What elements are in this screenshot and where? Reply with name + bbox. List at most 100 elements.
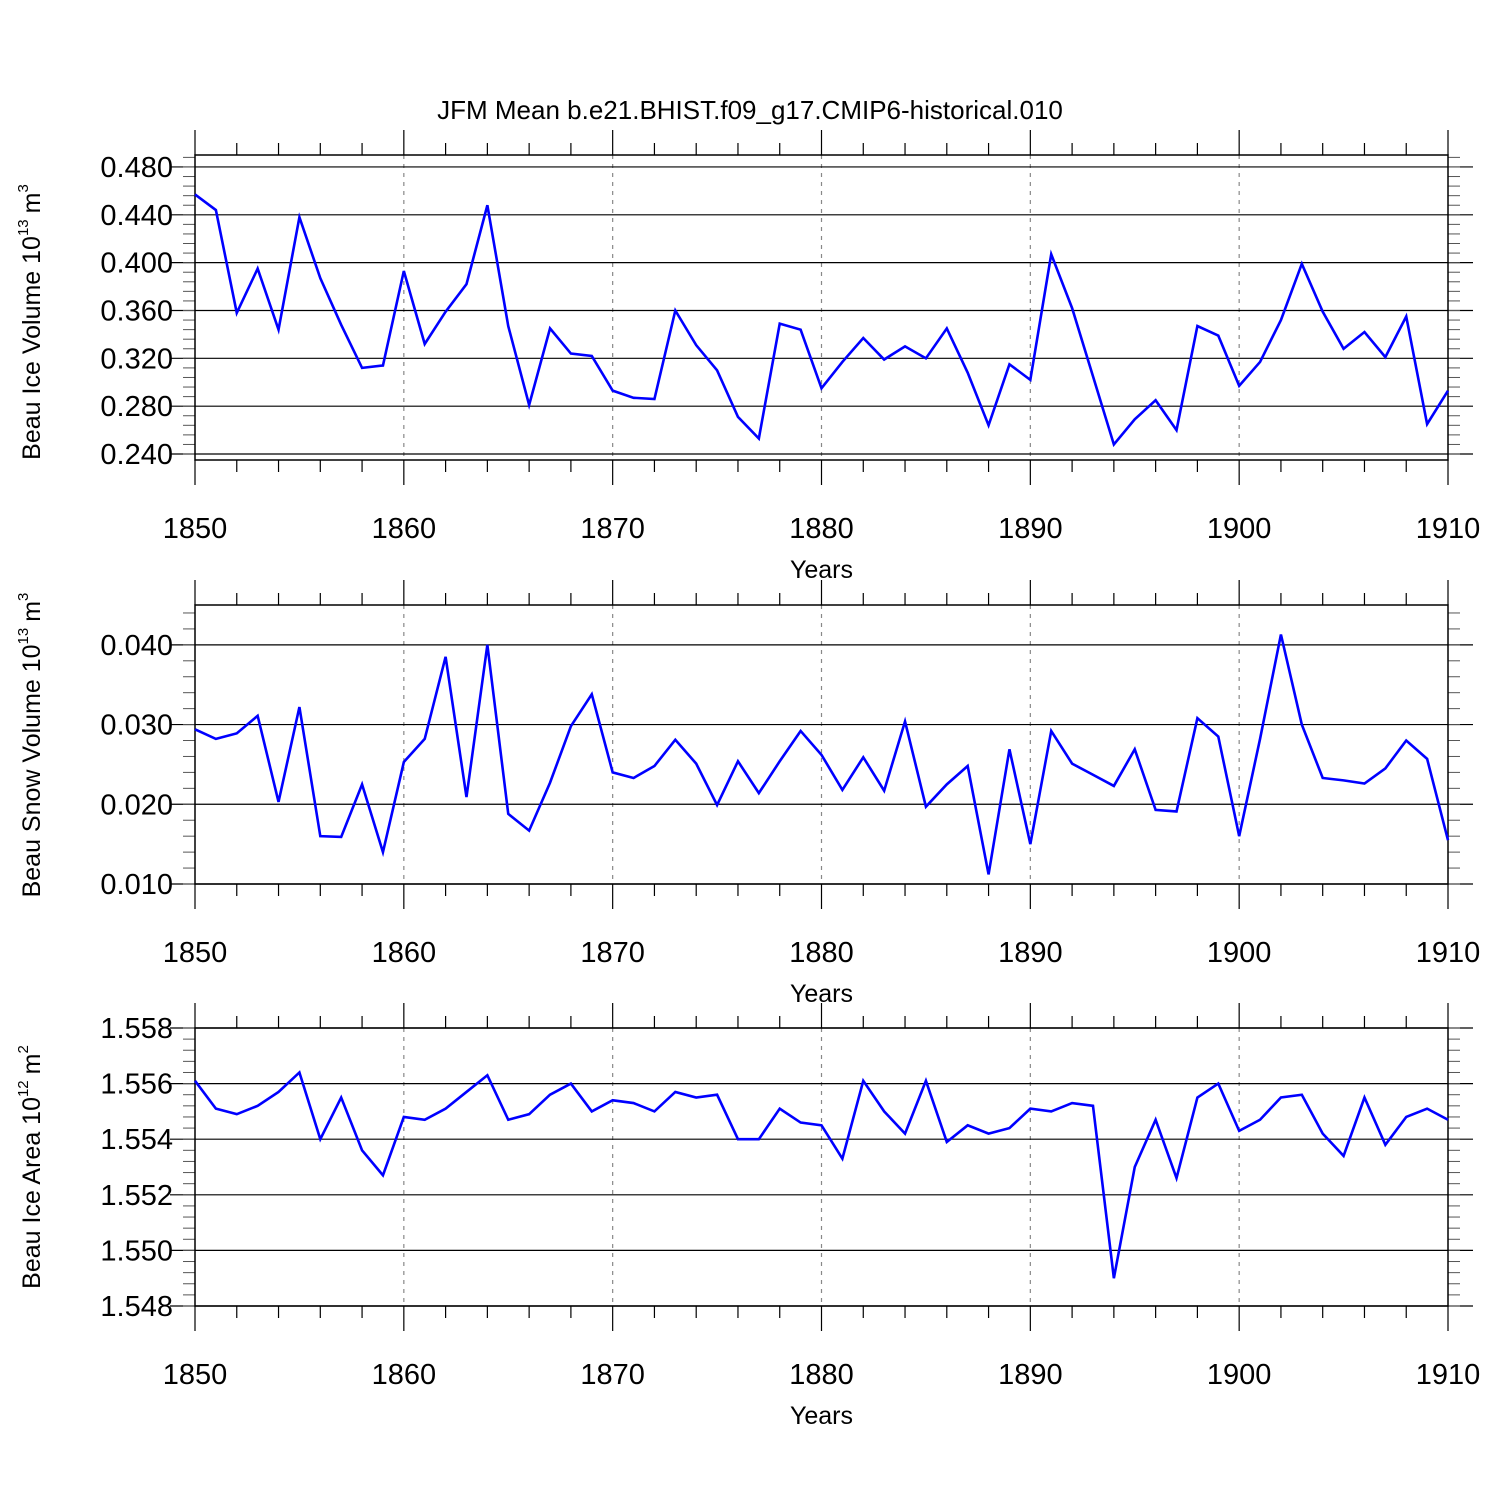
data-point bbox=[1362, 1096, 1366, 1100]
data-point bbox=[903, 719, 907, 723]
data-point bbox=[318, 834, 322, 838]
data-point bbox=[799, 1121, 803, 1125]
data-point bbox=[1028, 378, 1032, 382]
data-point bbox=[1446, 1118, 1450, 1122]
x-tick-label: 1890 bbox=[998, 513, 1063, 545]
data-point bbox=[1216, 1082, 1220, 1086]
data-point bbox=[1362, 782, 1366, 786]
plot-frame bbox=[194, 1027, 1449, 1307]
data-point bbox=[861, 755, 865, 759]
data-point bbox=[1216, 334, 1220, 338]
data-point bbox=[1279, 318, 1283, 322]
data-point bbox=[632, 1101, 636, 1105]
x-tick-label: 1870 bbox=[580, 937, 645, 969]
data-point bbox=[966, 1123, 970, 1127]
x-tick-label: 1880 bbox=[789, 1359, 854, 1391]
data-point bbox=[235, 731, 239, 735]
data-point bbox=[715, 368, 719, 372]
x-tick-label: 1910 bbox=[1416, 937, 1481, 969]
data-point bbox=[1404, 314, 1408, 318]
data-point bbox=[1195, 1096, 1199, 1100]
x-tick-label: 1870 bbox=[580, 1359, 645, 1391]
data-point bbox=[277, 800, 281, 804]
data-point bbox=[1404, 739, 1408, 743]
y-tick-label: 0.280 bbox=[100, 391, 173, 423]
data-point bbox=[799, 328, 803, 332]
data-point bbox=[1007, 747, 1011, 751]
y-axis-label: Beau Ice Area 1012 m2 bbox=[15, 1045, 46, 1289]
data-point bbox=[402, 269, 406, 273]
data-point bbox=[1070, 762, 1074, 766]
data-point bbox=[1195, 324, 1199, 328]
y-axis-label-unit-exponent: 3 bbox=[15, 184, 32, 192]
data-point bbox=[1446, 838, 1450, 842]
data-point bbox=[402, 760, 406, 764]
y-tick-label: 1.554 bbox=[100, 1124, 173, 1156]
x-tick-label: 1880 bbox=[789, 937, 854, 969]
y-tick-label: 0.320 bbox=[100, 343, 173, 375]
data-point bbox=[820, 753, 824, 757]
data-point bbox=[611, 389, 615, 393]
data-point bbox=[1154, 1118, 1158, 1122]
data-point bbox=[1154, 398, 1158, 402]
data-point bbox=[757, 436, 761, 440]
data-point bbox=[360, 366, 364, 370]
data-point bbox=[339, 835, 343, 839]
data-point bbox=[736, 1137, 740, 1141]
y-tick-label: 0.030 bbox=[100, 710, 173, 742]
data-point bbox=[1070, 306, 1074, 310]
data-point bbox=[861, 1079, 865, 1083]
data-point bbox=[799, 729, 803, 733]
data-point bbox=[590, 354, 594, 358]
data-point bbox=[611, 770, 615, 774]
panel-1: 0.240 0.280 0.320 0.360 0.400 0.440 0.480 1850 1… bbox=[15, 130, 1480, 584]
y-axis-label-unit-exponent: 3 bbox=[15, 593, 32, 601]
data-point bbox=[694, 762, 698, 766]
y-axis-label-text: Beau Ice Area 10 bbox=[18, 1097, 46, 1289]
x-axis-label: Years bbox=[790, 1402, 853, 1430]
data-point bbox=[903, 344, 907, 348]
data-point bbox=[1237, 834, 1241, 838]
data-point bbox=[444, 655, 448, 659]
data-point bbox=[820, 386, 824, 390]
data-point bbox=[1342, 347, 1346, 351]
data-point bbox=[632, 776, 636, 780]
x-tick-label: 1870 bbox=[580, 513, 645, 545]
data-point bbox=[485, 203, 489, 207]
data-point bbox=[381, 850, 385, 854]
data-point bbox=[673, 738, 677, 742]
data-point bbox=[1028, 1107, 1032, 1111]
y-tick-label: 0.480 bbox=[100, 152, 173, 184]
data-point bbox=[1175, 1176, 1179, 1180]
data-point bbox=[1279, 632, 1283, 636]
data-point bbox=[945, 1140, 949, 1144]
data-point bbox=[193, 1079, 197, 1083]
data-point bbox=[966, 371, 970, 375]
y-axis-label: Beau Ice Volume 1013 m3 bbox=[15, 184, 46, 460]
panel-3: 1.548 1.550 1.552 1.554 1.556 1.558 1850 1860 18… bbox=[15, 1003, 1480, 1430]
data-point bbox=[694, 343, 698, 347]
data-point bbox=[444, 310, 448, 314]
data-point bbox=[360, 1148, 364, 1152]
data-point bbox=[527, 403, 531, 407]
data-point bbox=[924, 1079, 928, 1083]
data-point bbox=[945, 782, 949, 786]
data-point bbox=[1237, 384, 1241, 388]
data-point bbox=[715, 1093, 719, 1097]
data-point bbox=[736, 415, 740, 419]
y-tick-label: 1.556 bbox=[100, 1069, 173, 1101]
data-point bbox=[193, 727, 197, 731]
data-point bbox=[1237, 1129, 1241, 1133]
data-point bbox=[569, 724, 573, 728]
data-point bbox=[652, 764, 656, 768]
y-tick-label: 0.040 bbox=[100, 630, 173, 662]
data-point bbox=[1133, 747, 1137, 751]
data-point bbox=[966, 764, 970, 768]
data-point bbox=[256, 714, 260, 718]
data-point bbox=[318, 1137, 322, 1141]
data-point bbox=[506, 1118, 510, 1122]
data-point bbox=[381, 364, 385, 368]
data-point bbox=[590, 692, 594, 696]
data-point bbox=[485, 643, 489, 647]
data-point bbox=[861, 336, 865, 340]
